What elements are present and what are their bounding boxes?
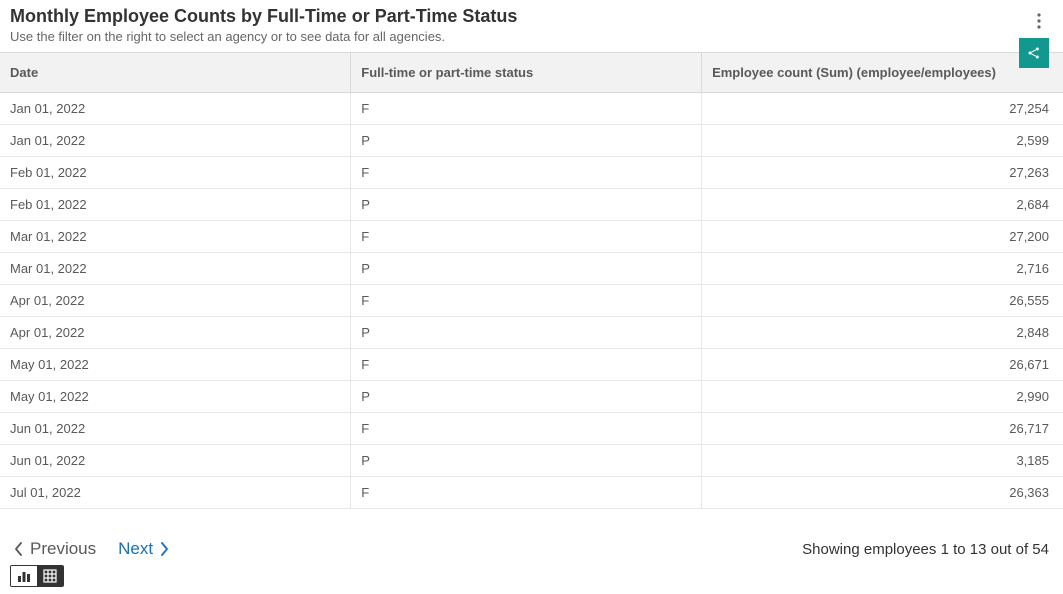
previous-button[interactable]: Previous xyxy=(14,539,96,559)
view-toggle xyxy=(10,565,64,587)
cell-status: F xyxy=(351,349,702,381)
cell-status: P xyxy=(351,189,702,221)
table-row[interactable]: May 01, 2022P2,990 xyxy=(0,381,1063,413)
cell-status: P xyxy=(351,445,702,477)
table-row[interactable]: Jun 01, 2022P3,185 xyxy=(0,445,1063,477)
table-row[interactable]: Mar 01, 2022F27,200 xyxy=(0,221,1063,253)
table-row[interactable]: Feb 01, 2022F27,263 xyxy=(0,157,1063,189)
chart-view-button[interactable] xyxy=(11,566,37,586)
cell-status: F xyxy=(351,221,702,253)
column-header-date[interactable]: Date xyxy=(0,53,351,93)
cell-count: 26,671 xyxy=(702,349,1063,381)
cell-date: Mar 01, 2022 xyxy=(0,253,351,285)
cell-status: F xyxy=(351,413,702,445)
column-header-count[interactable]: Employee count (Sum) (employee/employees… xyxy=(702,53,1063,93)
table-row[interactable]: Jan 01, 2022F27,254 xyxy=(0,93,1063,125)
cell-date: Feb 01, 2022 xyxy=(0,157,351,189)
table-row[interactable]: Mar 01, 2022P2,716 xyxy=(0,253,1063,285)
previous-label: Previous xyxy=(30,539,96,559)
cell-count: 2,848 xyxy=(702,317,1063,349)
table-row[interactable]: Feb 01, 2022P2,684 xyxy=(0,189,1063,221)
cell-date: Jul 01, 2022 xyxy=(0,477,351,509)
column-header-status[interactable]: Full-time or part-time status xyxy=(351,53,702,93)
table-row[interactable]: Jan 01, 2022P2,599 xyxy=(0,125,1063,157)
page-title: Monthly Employee Counts by Full-Time or … xyxy=(10,6,1053,27)
cell-date: May 01, 2022 xyxy=(0,381,351,413)
cell-count: 2,716 xyxy=(702,253,1063,285)
cell-status: F xyxy=(351,477,702,509)
cell-date: Jan 01, 2022 xyxy=(0,125,351,157)
cell-count: 27,200 xyxy=(702,221,1063,253)
cell-count: 26,555 xyxy=(702,285,1063,317)
share-icon xyxy=(1026,45,1042,61)
table-row[interactable]: Jun 01, 2022F26,717 xyxy=(0,413,1063,445)
table-row[interactable]: May 01, 2022F26,671 xyxy=(0,349,1063,381)
view-toggle-bar xyxy=(0,565,1063,594)
cell-date: Jun 01, 2022 xyxy=(0,445,351,477)
cell-status: F xyxy=(351,285,702,317)
cell-count: 27,254 xyxy=(702,93,1063,125)
table-icon xyxy=(43,569,57,583)
page-subtitle: Use the filter on the right to select an… xyxy=(10,29,1053,44)
cell-status: P xyxy=(351,125,702,157)
chevron-right-icon xyxy=(159,542,169,556)
table-row[interactable]: Apr 01, 2022F26,555 xyxy=(0,285,1063,317)
bar-chart-icon xyxy=(17,569,31,583)
cell-status: P xyxy=(351,253,702,285)
cell-count: 3,185 xyxy=(702,445,1063,477)
pager: Previous Next xyxy=(14,539,169,559)
cell-count: 2,684 xyxy=(702,189,1063,221)
footer: Previous Next Showing employees 1 to 13 … xyxy=(0,525,1063,565)
cell-count: 26,717 xyxy=(702,413,1063,445)
cell-date: Jun 01, 2022 xyxy=(0,413,351,445)
next-label: Next xyxy=(118,539,153,559)
data-table-wrapper: Date Full-time or part-time status Emplo… xyxy=(0,52,1063,525)
cell-date: Apr 01, 2022 xyxy=(0,317,351,349)
cell-status: P xyxy=(351,381,702,413)
table-row[interactable]: Jul 01, 2022F26,363 xyxy=(0,477,1063,509)
next-button[interactable]: Next xyxy=(118,539,169,559)
cell-date: Jan 01, 2022 xyxy=(0,93,351,125)
cell-count: 2,990 xyxy=(702,381,1063,413)
cell-count: 27,263 xyxy=(702,157,1063,189)
cell-status: F xyxy=(351,93,702,125)
kebab-icon xyxy=(1037,13,1041,29)
showing-text: Showing employees 1 to 13 out of 54 xyxy=(802,541,1049,558)
cell-date: Apr 01, 2022 xyxy=(0,285,351,317)
table-view-button[interactable] xyxy=(37,566,63,586)
cell-status: P xyxy=(351,317,702,349)
cell-date: May 01, 2022 xyxy=(0,349,351,381)
data-table: Date Full-time or part-time status Emplo… xyxy=(0,53,1063,509)
cell-status: F xyxy=(351,157,702,189)
table-header-row: Date Full-time or part-time status Emplo… xyxy=(0,53,1063,93)
more-options-button[interactable] xyxy=(1029,8,1049,34)
chevron-left-icon xyxy=(14,542,24,556)
cell-count: 26,363 xyxy=(702,477,1063,509)
cell-count: 2,599 xyxy=(702,125,1063,157)
table-row[interactable]: Apr 01, 2022P2,848 xyxy=(0,317,1063,349)
share-button[interactable] xyxy=(1019,38,1049,68)
cell-date: Feb 01, 2022 xyxy=(0,189,351,221)
header: Monthly Employee Counts by Full-Time or … xyxy=(0,0,1063,52)
cell-date: Mar 01, 2022 xyxy=(0,221,351,253)
